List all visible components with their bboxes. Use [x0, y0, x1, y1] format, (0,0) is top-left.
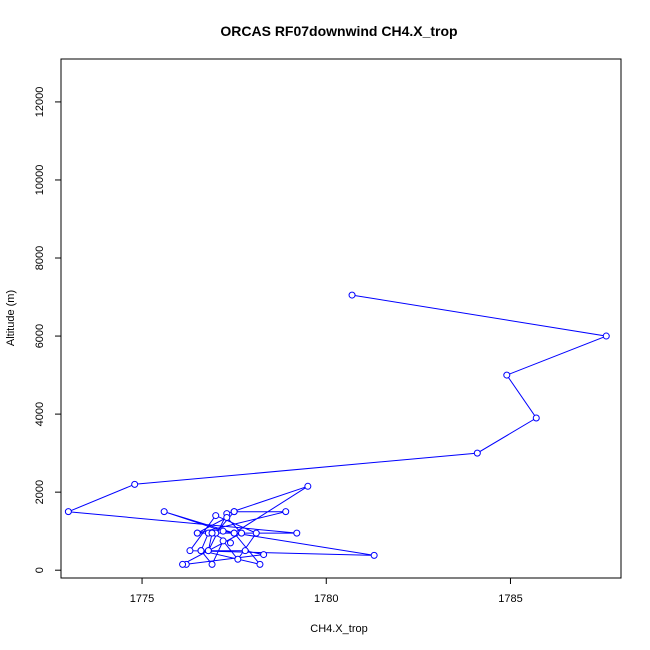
data-point: [282, 508, 290, 516]
data-point: [293, 529, 301, 537]
series-line: [68, 294, 609, 566]
data-point: [208, 529, 216, 537]
x-axis: 1775 1780 1785: [130, 578, 523, 605]
y-tick-label: 10000: [34, 165, 46, 196]
data-point: [532, 414, 540, 422]
data-point: [212, 512, 220, 520]
x-tick-label: 1785: [498, 593, 522, 605]
data-point: [186, 547, 194, 555]
y-axis: 0 2000 4000 6000 8000 10000 12000: [34, 87, 61, 573]
data-point: [230, 529, 238, 537]
data-point: [219, 537, 227, 545]
data-point: [304, 482, 312, 490]
chart-title: ORCAS RF07downwind CH4.X_trop: [220, 23, 457, 39]
y-axis-label: Altitude (m): [5, 290, 17, 346]
plot-frame: [60, 58, 622, 579]
data-point: [256, 560, 264, 568]
data-point: [503, 371, 511, 379]
data-point: [238, 529, 246, 537]
data-point: [260, 551, 268, 559]
data-point: [602, 332, 610, 340]
data-point: [234, 555, 242, 563]
data-point: [179, 560, 187, 568]
data-point: [219, 527, 227, 535]
data-point: [208, 560, 216, 568]
series-layer: [64, 291, 610, 568]
data-point: [370, 551, 378, 559]
x-tick-label: 1775: [130, 593, 154, 605]
data-point: [473, 449, 481, 457]
data-point: [241, 547, 249, 555]
y-tick-label: 4000: [34, 402, 46, 426]
y-tick-label: 6000: [34, 324, 46, 348]
data-point: [160, 508, 168, 516]
y-tick-label: 8000: [34, 246, 46, 270]
data-point: [348, 291, 356, 299]
data-point: [252, 529, 260, 537]
x-axis-label: CH4.X_trop: [310, 623, 367, 635]
data-point: [131, 480, 139, 488]
data-point: [204, 547, 212, 555]
y-tick-label: 0: [34, 567, 46, 573]
data-point: [223, 514, 231, 522]
data-point: [197, 547, 205, 555]
y-tick-label: 2000: [34, 480, 46, 504]
data-point: [64, 508, 72, 516]
y-tick-label: 12000: [34, 87, 46, 118]
data-point: [193, 529, 201, 537]
data-point: [230, 508, 238, 516]
data-point: [226, 539, 234, 547]
x-tick-label: 1780: [314, 593, 338, 605]
